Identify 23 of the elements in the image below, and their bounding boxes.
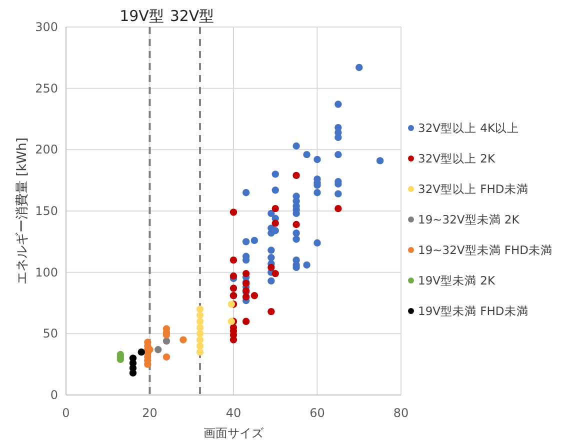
legend-label: 19~32V型未満 FHD未満: [418, 243, 553, 257]
x-tick-label: 20: [142, 406, 158, 420]
legend-label: 32V型以上 4K以上: [418, 121, 520, 135]
y-tick-label: 250: [35, 81, 58, 96]
legend-label: 32V型以上 2K: [418, 152, 496, 166]
x-tick-label: 60: [310, 406, 325, 420]
x-tick-label: 0: [62, 406, 70, 420]
legend-label: 19V型未満 FHD未満: [418, 304, 528, 318]
y-tick-label: 300: [35, 20, 58, 34]
y-tick-label: 100: [35, 265, 58, 280]
y-tick-label: 0: [50, 388, 58, 402]
y-tick-label: 200: [35, 142, 58, 157]
y-tick-label: 150: [35, 204, 58, 218]
x-tick-label: 40: [226, 406, 242, 420]
x-tick-label: 80: [393, 406, 409, 420]
y-tick-label: 50: [42, 326, 58, 341]
legend-label: 19V型未満 2K: [418, 274, 496, 288]
x-axis-title: 画面サイズ: [204, 426, 264, 440]
ref-line-label: 19V型: [120, 7, 164, 25]
legend-label: 19~32V型未満 2K: [418, 212, 520, 226]
legend-label: 32V型以上 FHD未満: [418, 182, 528, 196]
y-axis-title: エネルギー消費量 [kWh]: [15, 138, 30, 284]
ref-line-label: 32V型: [170, 7, 214, 25]
